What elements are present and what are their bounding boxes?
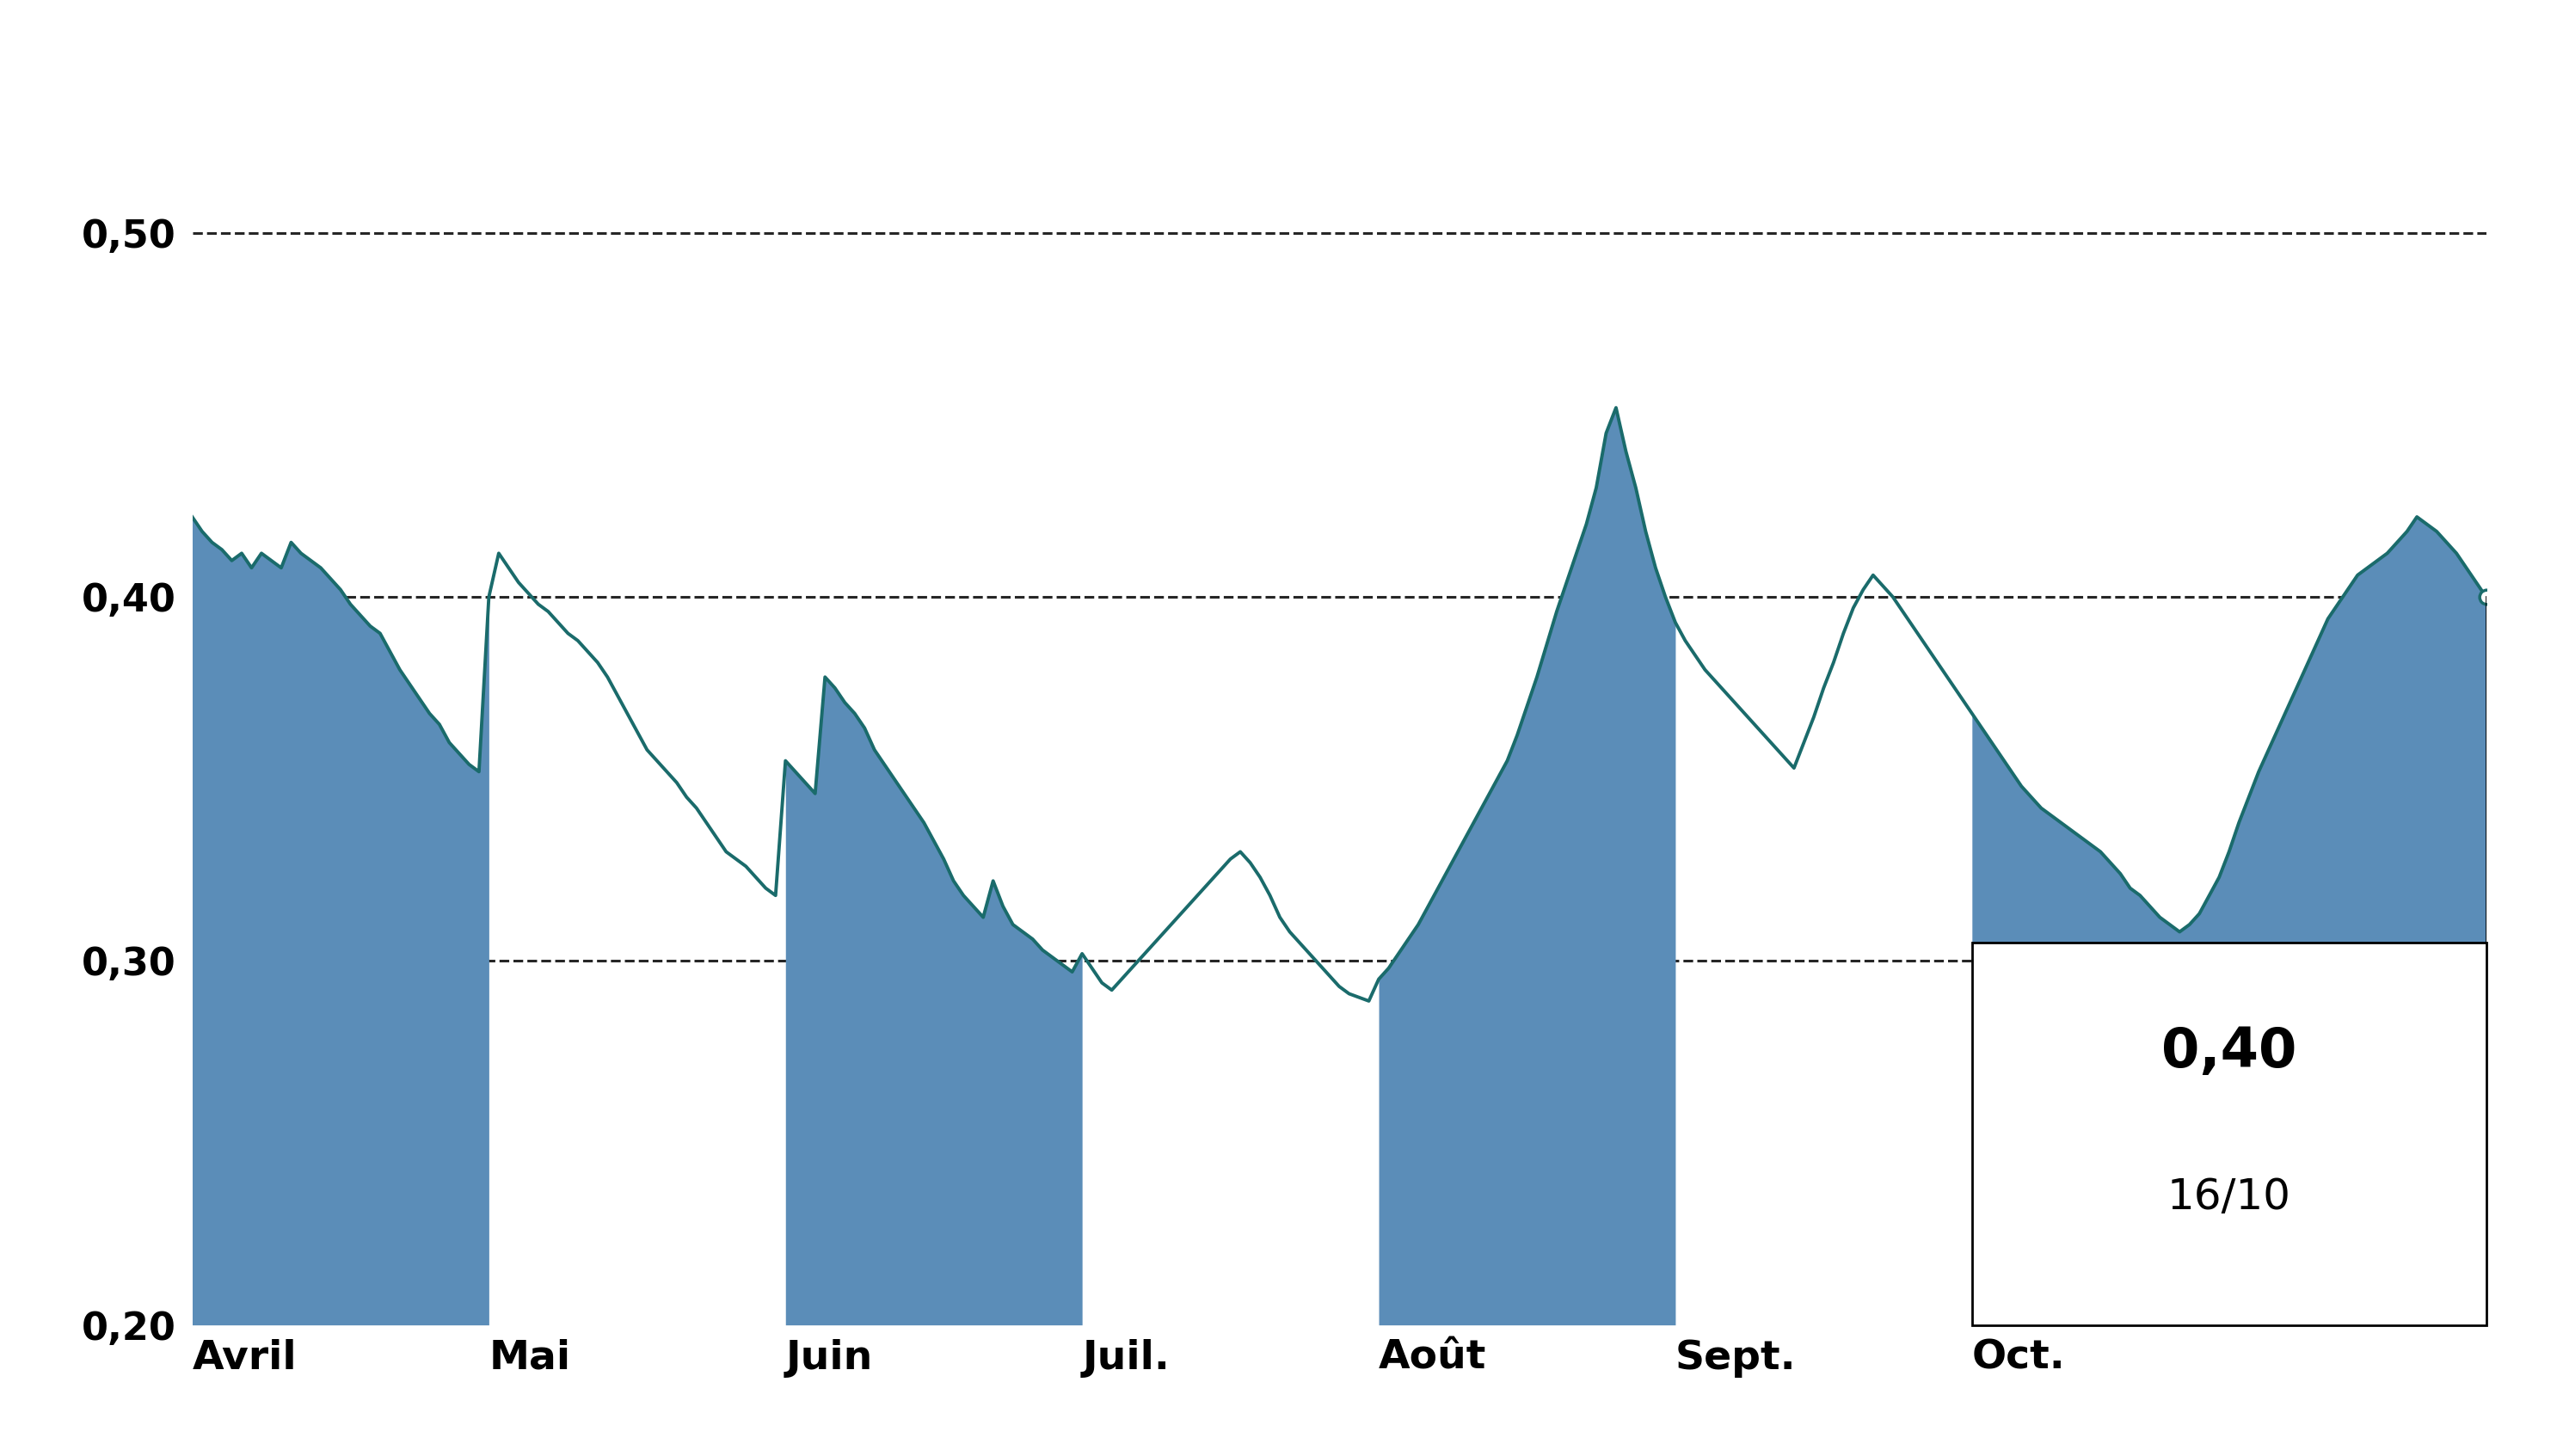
Text: 16/10: 16/10 — [2168, 1176, 2291, 1219]
Text: GENSIGHT BIOLOGICS: GENSIGHT BIOLOGICS — [682, 36, 1881, 131]
Text: 0,40: 0,40 — [2161, 1025, 2296, 1079]
FancyBboxPatch shape — [1971, 943, 2486, 1325]
